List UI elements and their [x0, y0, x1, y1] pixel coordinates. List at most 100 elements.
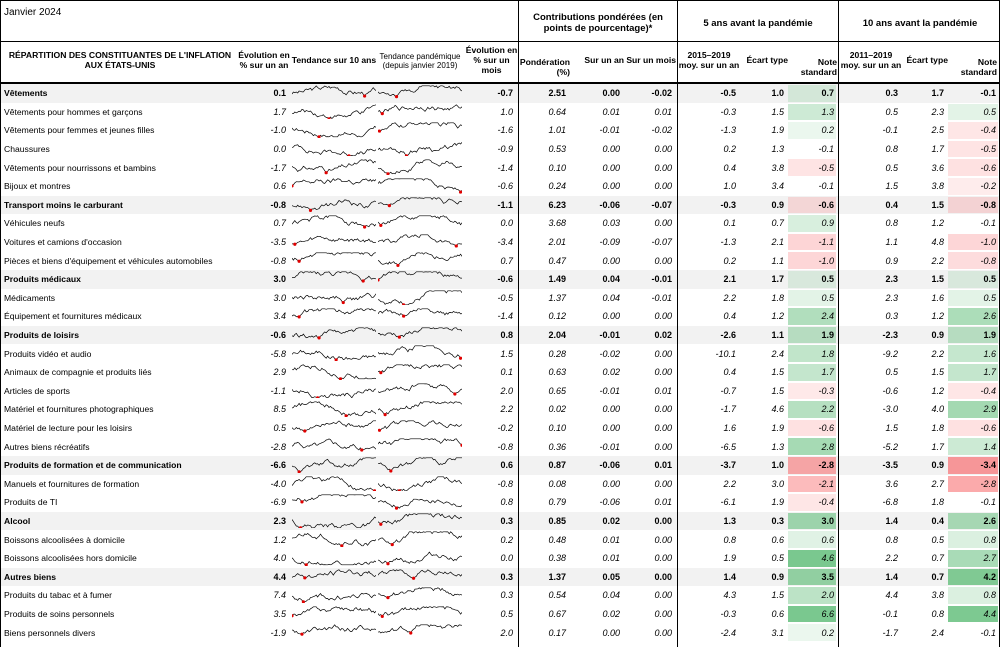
sparkline-marker — [386, 562, 390, 566]
sparkline-path — [292, 557, 376, 566]
weight-value: 0.17 — [548, 627, 566, 638]
yoy-value: -0.8 — [270, 255, 286, 266]
trend-10y-sparkline — [292, 178, 376, 188]
zscore-5y-value: 2.8 — [788, 438, 836, 455]
sparkline-marker — [317, 135, 321, 138]
sparkline-path — [378, 457, 462, 472]
sparkline-marker — [360, 448, 364, 452]
sd-10y-value: 1.8 — [931, 423, 944, 434]
zscore-10y-value: -2.8 — [948, 475, 998, 493]
sd-5y-value: 1.0 — [771, 460, 784, 471]
contrib-yoy-value: 0.02 — [602, 367, 620, 378]
sd-10y-value: 4.8 — [931, 237, 944, 248]
avg-10y-value: 0.8 — [885, 534, 898, 545]
trend-pandemic-sparkline — [378, 401, 462, 417]
sd-5y-value: 0.9 — [771, 571, 784, 582]
avg-10y-value: 1.5 — [885, 181, 898, 192]
header-bottom-rule — [0, 82, 1000, 84]
zscore-10y-value: -0.8 — [948, 252, 998, 269]
sd-5y-value: 3.8 — [771, 162, 784, 173]
sd-5y-value: 0.6 — [771, 609, 784, 620]
contrib-yoy-value: 0.00 — [602, 478, 620, 489]
table-row: Produits vidéo et audio -5.8 1.5 0.28 -0.02 0… — [0, 344, 1000, 363]
weight-value: 0.24 — [548, 181, 566, 192]
item-name: Chaussures — [4, 144, 50, 155]
contrib-yoy-value: 0.01 — [602, 534, 620, 545]
trend-10y-sparkline — [292, 292, 376, 304]
avg-10y-value: -3.0 — [882, 404, 898, 415]
yoy-value: 3.0 — [273, 292, 286, 303]
avg-5y-value: -1.7 — [720, 404, 736, 415]
avg-10y-value: -1.7 — [882, 627, 898, 638]
sd-5y-value: 1.9 — [771, 125, 784, 136]
yoy-value: -1.1 — [270, 385, 286, 396]
item-name: Vêtements — [4, 88, 48, 99]
trend-10y-sparkline — [292, 104, 376, 120]
table-row: Équipement et fournitures médicaux 3.4 -1.… — [0, 307, 1000, 326]
zscore-5y-value: 2.0 — [788, 587, 836, 604]
yoy-value: 3.4 — [273, 311, 286, 322]
sparkline-path — [292, 199, 376, 211]
sparkline-path — [378, 252, 462, 267]
item-name: Alcool — [4, 516, 31, 527]
trend-10y-sparkline — [292, 606, 376, 618]
mom-value: 0.3 — [500, 571, 513, 582]
trend-10y-sparkline — [292, 516, 376, 529]
contrib-mom-value: 0.01 — [654, 497, 672, 508]
zscore-5y-value: -0.3 — [788, 382, 836, 400]
zscore-5y-value: 0.6 — [788, 531, 836, 548]
avg-10y-value: -2.3 — [882, 330, 898, 341]
avg-5y-value: -0.3 — [720, 106, 736, 117]
sparkline-path — [378, 178, 462, 193]
col-header-5y-z: Note standard — [790, 44, 837, 78]
yoy-value: -0.6 — [270, 330, 286, 341]
sparkline-path — [292, 85, 376, 97]
item-name: Véhicules neufs — [4, 218, 65, 229]
sparkline-path — [378, 624, 462, 634]
yoy-value: 0.6 — [273, 181, 286, 192]
zscore-5y-value: 6.6 — [788, 605, 836, 623]
sparkline-marker — [460, 444, 462, 448]
sparkline-path — [292, 252, 376, 263]
sd-5y-value: 0.5 — [771, 553, 784, 564]
item-name: Produits de formation et de communicatio… — [4, 460, 182, 471]
yoy-value: 2.3 — [273, 516, 286, 527]
zscore-10y-value: -0.1 — [980, 218, 996, 229]
item-name: Animaux de compagnie et produits liés — [4, 367, 152, 378]
sparkline-path — [292, 104, 376, 119]
sparkline-path — [378, 345, 462, 360]
yoy-value: 0.5 — [273, 423, 286, 434]
trend-pandemic-sparkline — [378, 159, 462, 175]
mom-value: -1.4 — [497, 311, 513, 322]
trend-10y-sparkline — [292, 457, 376, 473]
weight-value: 0.63 — [548, 367, 566, 378]
weight-value: 0.02 — [548, 404, 566, 415]
weight-value: 2.51 — [548, 88, 566, 99]
yoy-value: -1.7 — [270, 162, 286, 173]
table-row: Manuels et fournitures de formation -4.0 -… — [0, 475, 1000, 494]
col-header-10y-z-line1: Note — [977, 57, 997, 68]
trend-pandemic-sparkline — [378, 308, 462, 318]
contrib-mom-value: -0.02 — [651, 88, 672, 99]
sd-10y-value: 0.8 — [931, 609, 944, 620]
avg-5y-value: 2.2 — [723, 478, 736, 489]
sparkline-marker — [380, 111, 384, 115]
yoy-value: 4.0 — [273, 553, 286, 564]
trend-10y-sparkline — [292, 494, 376, 504]
table-row: Biens personnels divers -1.9 2.0 0.17 0.00 0.… — [0, 623, 1000, 642]
zscore-5y-value: 0.9 — [788, 215, 836, 232]
sd-10y-value: 2.4 — [931, 627, 944, 638]
avg-10y-value: -0.6 — [882, 385, 898, 396]
contrib-mom-value: 0.00 — [654, 162, 672, 173]
sparkline-path — [378, 215, 462, 227]
mom-value: 0.0 — [500, 218, 513, 229]
avg-5y-value: 0.8 — [723, 534, 736, 545]
avg-5y-value: -0.5 — [720, 88, 736, 99]
trend-pandemic-sparkline — [378, 252, 462, 268]
col-header-5y-avg: 2015–2019 moy. sur un an — [678, 44, 740, 78]
weight-value: 0.38 — [548, 553, 566, 564]
weight-value: 2.04 — [548, 330, 566, 341]
avg-10y-value: 2.2 — [885, 553, 898, 564]
trend-pandemic-sparkline — [378, 327, 462, 339]
avg-10y-value: 3.6 — [885, 478, 898, 489]
